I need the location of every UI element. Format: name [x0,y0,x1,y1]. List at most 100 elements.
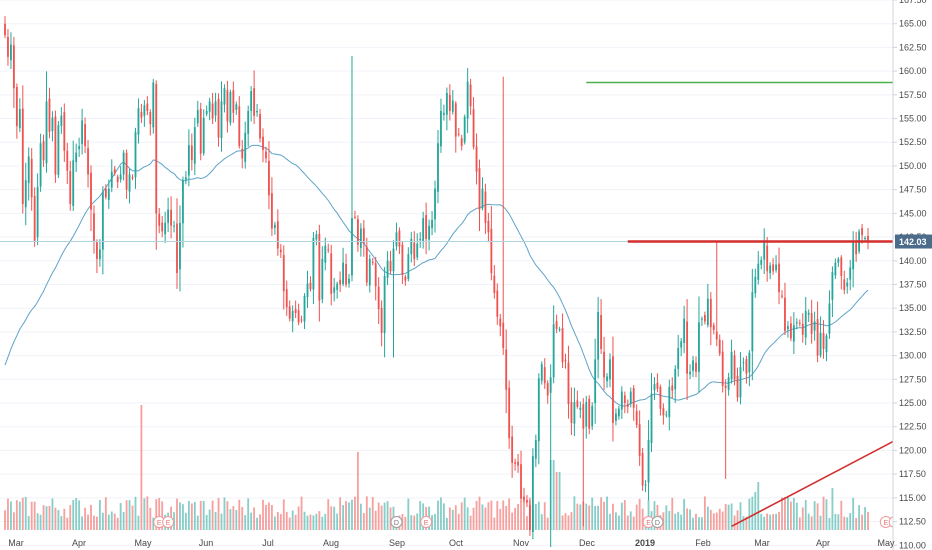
candle-body [24,180,27,208]
candle-body [822,333,825,349]
volume-bar [214,512,217,530]
volume-bar [81,516,84,530]
candle-body [689,371,691,375]
volume-bar [603,501,605,530]
candle-body [552,324,555,378]
candle-body [466,81,469,119]
candle-body [564,360,567,362]
x-tick-label: Aug [323,538,339,548]
volume-bar [336,513,339,530]
candle-body [57,125,60,175]
volume-bar [262,499,264,530]
y-tick-label: 145.00 [899,208,927,218]
candle-body [291,311,294,322]
candle-body [348,278,350,284]
candle-body [268,160,270,196]
candle-body [351,218,353,276]
volume-bar [122,511,125,530]
candle-body [93,213,95,242]
candle-body [51,117,54,132]
volume-bar [241,506,244,530]
candle-body [324,245,327,263]
candle-body [416,243,419,258]
volume-bar [33,501,36,530]
volume-bar [410,515,413,530]
candle-body [36,186,39,238]
candle-body [410,238,413,255]
volume-bar [730,503,733,530]
candle-body [431,220,433,229]
volume-bar [573,496,576,530]
candle-body [419,238,422,241]
volume-bar [45,506,48,530]
y-tick-label: 115.00 [899,493,926,503]
candle-body [428,225,431,240]
candle-body [214,101,217,116]
volume-bar [268,502,270,530]
candle-body [193,127,196,164]
volume-bar [463,497,466,530]
volume-bar [457,513,460,530]
volume-bar [724,503,727,530]
volume-bar [407,498,410,530]
volume-bar [345,501,347,530]
candle-body [273,224,276,228]
candle-body [573,402,576,424]
volume-bar [184,512,187,530]
candle-body [104,188,107,198]
candle-body [849,267,852,280]
volume-bar [244,515,247,530]
volume-bar [140,405,143,530]
volume-bar [798,517,801,530]
candle-body [297,310,300,323]
candle-body [262,136,264,150]
candle-body [620,391,623,410]
volume-bar [766,513,769,530]
volume-bar [434,514,436,530]
candle-body [143,105,146,116]
candle-body [226,90,229,122]
volume-bar [543,502,546,530]
volume-bar [864,507,866,530]
candle-body [122,152,125,175]
volume-bar [69,505,72,530]
candle-body [101,191,104,250]
volume-bar [855,517,858,530]
candle-body [318,233,321,301]
candle-body [499,318,502,327]
y-tick-label: 157.50 [899,90,927,100]
y-tick-label: 162.50 [899,42,927,52]
candle-body [256,110,258,113]
candle-body [158,213,161,226]
candle-body [834,262,837,276]
candle-body [442,112,445,115]
candle-body [241,148,244,159]
candle-body [531,456,534,533]
volume-bar [223,497,226,530]
candle-body [760,259,763,265]
y-axis[interactable]: 110.00 112.50 115.00 117.50 120.00 122.50 125.… [892,0,932,550]
candle-body [502,322,505,349]
candle-body [30,158,33,198]
event-marker-label: E [646,520,651,527]
candle-body [855,243,858,255]
candle-body [434,188,436,220]
volume-bar [508,498,511,530]
candle-body [359,228,362,249]
volume-bar [442,503,445,530]
volume-bar [110,511,113,530]
candle-body [825,335,828,353]
candle-body [413,242,416,259]
candle-body [176,223,178,274]
candle-body [128,174,131,192]
candle-body [487,220,490,233]
candle-body [401,244,404,275]
candle-body [404,276,407,281]
x-axis[interactable]: Mar Apr May Jun Jul Aug Sep Oct Nov Dec 2019 Feb Mar… [8,538,895,548]
candle-body [98,249,101,260]
candle-body [772,264,775,272]
candle-body [641,452,644,486]
candle-body [650,393,653,444]
volume-bar [517,503,519,530]
volume-bar [703,496,706,530]
